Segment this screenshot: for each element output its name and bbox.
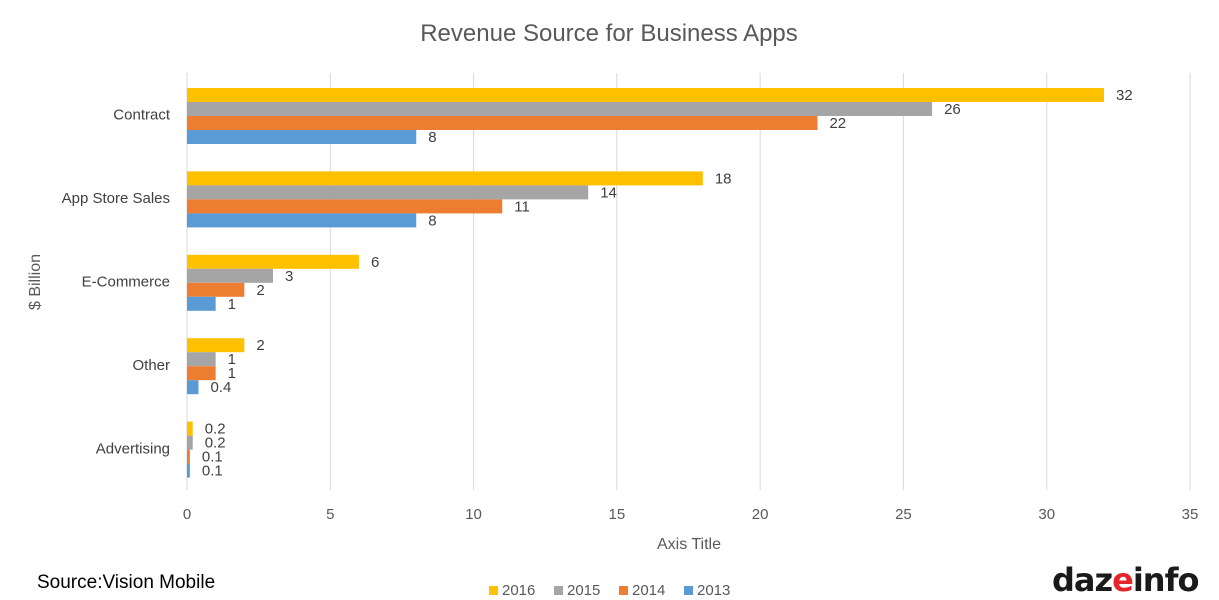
data-label: 3 bbox=[285, 268, 293, 285]
data-label: 6 bbox=[371, 254, 379, 271]
bar-2013 bbox=[187, 296, 216, 311]
bar-2013 bbox=[187, 463, 190, 478]
category-label: Contract bbox=[113, 107, 171, 124]
data-label: 0.2 bbox=[205, 435, 226, 452]
data-label: 18 bbox=[715, 170, 732, 187]
legend-label-2014: 2014 bbox=[632, 582, 665, 599]
logo-part-3: info bbox=[1132, 561, 1200, 599]
bar-2015 bbox=[187, 352, 216, 367]
category-label: Advertising bbox=[96, 440, 170, 457]
bar-2014 bbox=[187, 199, 503, 214]
data-label: 1 bbox=[228, 351, 236, 368]
data-label: 11 bbox=[514, 198, 530, 215]
x-tick-label: 25 bbox=[895, 506, 912, 523]
bar-2016 bbox=[187, 88, 1105, 102]
logo-part-1: daz bbox=[1052, 561, 1113, 599]
chart-title: Revenue Source for Business Apps bbox=[420, 20, 798, 47]
bar-2016 bbox=[187, 171, 703, 186]
data-label: 32 bbox=[1116, 87, 1133, 104]
bar-2015 bbox=[187, 268, 273, 283]
source-note: Source:Vision Mobile bbox=[37, 572, 216, 593]
data-label: 0.4 bbox=[210, 379, 231, 396]
legend-swatch-2016 bbox=[489, 586, 498, 595]
data-label: 0.1 bbox=[202, 463, 223, 480]
data-label: 2 bbox=[256, 337, 264, 354]
legend-label-2016: 2016 bbox=[502, 582, 535, 599]
legend-swatch-2013 bbox=[684, 586, 693, 595]
category-label: Other bbox=[132, 357, 170, 374]
bar-2013 bbox=[187, 380, 199, 395]
legend-label-2015: 2015 bbox=[567, 582, 600, 599]
x-tick-label: 30 bbox=[1038, 506, 1055, 523]
bar-2014 bbox=[187, 366, 216, 381]
data-label: 1 bbox=[228, 365, 236, 382]
y-axis-title: $ Billion bbox=[27, 254, 44, 310]
bars bbox=[187, 88, 1105, 478]
bar-2014 bbox=[187, 282, 245, 297]
bar-2014 bbox=[187, 449, 190, 464]
data-label: 1 bbox=[228, 296, 236, 313]
bar-2016 bbox=[187, 338, 245, 353]
x-tick-label: 35 bbox=[1182, 506, 1199, 523]
x-tick-label: 15 bbox=[609, 506, 626, 523]
bar-2015 bbox=[187, 435, 193, 450]
data-label: 14 bbox=[600, 184, 617, 201]
data-label: 0.2 bbox=[205, 421, 226, 438]
data-label: 26 bbox=[944, 101, 961, 118]
bar-2016 bbox=[187, 421, 193, 436]
x-axis-title: Axis Title bbox=[657, 536, 721, 553]
bar-2013 bbox=[187, 213, 417, 228]
x-tick-label: 5 bbox=[326, 506, 334, 523]
bar-2014 bbox=[187, 116, 818, 130]
x-tick-labels: 0 5 10 15 20 25 30 35 bbox=[183, 506, 1199, 523]
data-label: 8 bbox=[428, 129, 436, 146]
dazeinfo-logo: dazeinfo bbox=[1052, 561, 1200, 599]
data-label: 8 bbox=[428, 212, 436, 229]
bar-2015 bbox=[187, 102, 933, 116]
category-label: E-Commerce bbox=[82, 274, 170, 291]
x-tick-label: 10 bbox=[465, 506, 482, 523]
legend-label-2013: 2013 bbox=[697, 582, 730, 599]
logo-part-2: e bbox=[1112, 561, 1134, 599]
category-label: App Store Sales bbox=[62, 190, 170, 207]
legend-swatch-2015 bbox=[554, 586, 563, 595]
bar-2016 bbox=[187, 254, 359, 269]
x-tick-label: 0 bbox=[183, 506, 191, 523]
legend-swatch-2014 bbox=[619, 586, 628, 595]
data-label: 2 bbox=[256, 282, 264, 299]
data-label: 22 bbox=[829, 115, 846, 132]
legend: 2016 2015 2014 2013 bbox=[489, 582, 730, 599]
x-tick-label: 20 bbox=[752, 506, 769, 523]
category-labels: Contract App Store Sales E-Commerce Other Ad… bbox=[62, 107, 171, 458]
data-label: 0.1 bbox=[202, 449, 223, 466]
bar-2013 bbox=[187, 130, 417, 144]
bar-2015 bbox=[187, 185, 589, 200]
